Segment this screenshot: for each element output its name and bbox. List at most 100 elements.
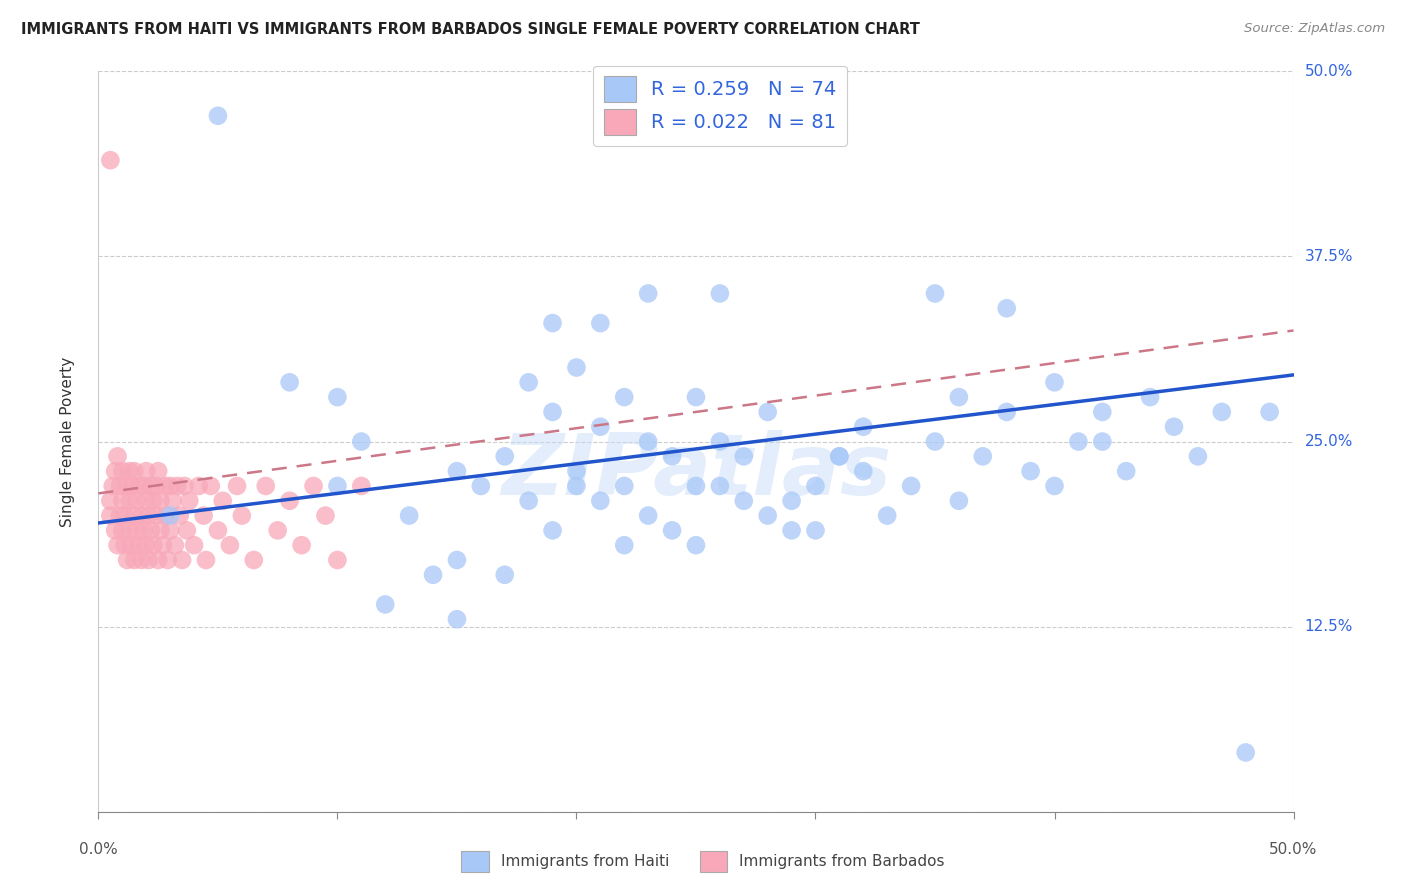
- Point: [315, 508, 337, 523]
- Point: [156, 553, 179, 567]
- Point: [1019, 464, 1042, 478]
- Point: [145, 479, 167, 493]
- Point: [589, 493, 612, 508]
- Point: [121, 479, 143, 493]
- Point: [1115, 464, 1137, 478]
- Point: [995, 301, 1018, 316]
- Point: [637, 286, 659, 301]
- Point: [733, 450, 755, 464]
- Point: [132, 524, 155, 538]
- Point: [494, 450, 516, 464]
- Point: [709, 286, 731, 301]
- Point: [124, 464, 146, 478]
- Point: [152, 538, 174, 552]
- Point: [148, 464, 170, 478]
- Point: [98, 508, 122, 523]
- Point: [226, 479, 249, 493]
- Point: [1091, 405, 1114, 419]
- Text: 0.0%: 0.0%: [79, 842, 118, 857]
- Text: 25.0%: 25.0%: [1305, 434, 1353, 449]
- Point: [121, 538, 143, 552]
- Point: [1043, 479, 1066, 493]
- Point: [142, 538, 165, 552]
- Point: [876, 508, 898, 523]
- Point: [159, 524, 181, 538]
- Point: [948, 493, 970, 508]
- Point: [422, 567, 444, 582]
- Point: [132, 479, 155, 493]
- Point: [350, 479, 373, 493]
- Point: [541, 405, 564, 419]
- Text: 50.0%: 50.0%: [1305, 64, 1353, 78]
- Point: [326, 553, 349, 567]
- Point: [98, 153, 122, 168]
- Point: [115, 553, 138, 567]
- Point: [98, 493, 122, 508]
- Point: [219, 538, 242, 552]
- Point: [207, 109, 229, 123]
- Point: [852, 464, 875, 478]
- Point: [162, 493, 184, 508]
- Point: [1211, 405, 1233, 419]
- Point: [195, 553, 218, 567]
- Point: [494, 567, 516, 582]
- Point: [135, 464, 157, 478]
- Point: [1163, 419, 1185, 434]
- Point: [517, 493, 540, 508]
- Point: [613, 390, 636, 404]
- Y-axis label: Single Female Poverty: Single Female Poverty: [60, 357, 75, 526]
- Point: [243, 553, 266, 567]
- Point: [948, 390, 970, 404]
- Point: [589, 419, 612, 434]
- Point: [709, 479, 731, 493]
- Point: [139, 524, 162, 538]
- Point: [159, 508, 181, 523]
- Point: [900, 479, 922, 493]
- Point: [1043, 376, 1066, 390]
- Point: [637, 508, 659, 523]
- Point: [135, 493, 157, 508]
- Point: [924, 286, 946, 301]
- Point: [125, 524, 148, 538]
- Point: [131, 508, 153, 523]
- Point: [138, 553, 160, 567]
- Point: [104, 464, 127, 478]
- Point: [756, 405, 779, 419]
- Point: [709, 434, 731, 449]
- Point: [200, 479, 222, 493]
- Point: [125, 493, 148, 508]
- Point: [101, 479, 124, 493]
- Point: [107, 538, 129, 552]
- Point: [145, 508, 167, 523]
- Point: [446, 464, 468, 478]
- Point: [446, 553, 468, 567]
- Point: [326, 479, 349, 493]
- Point: [118, 493, 141, 508]
- Point: [111, 493, 134, 508]
- Point: [517, 376, 540, 390]
- Text: 37.5%: 37.5%: [1305, 249, 1353, 264]
- Point: [163, 538, 186, 552]
- Point: [541, 316, 564, 330]
- Point: [972, 450, 994, 464]
- Point: [374, 598, 396, 612]
- Point: [207, 524, 229, 538]
- Point: [565, 464, 588, 478]
- Point: [142, 493, 165, 508]
- Point: [149, 493, 172, 508]
- Point: [1234, 746, 1257, 760]
- Point: [446, 612, 468, 626]
- Point: [172, 553, 194, 567]
- Point: [104, 524, 127, 538]
- Point: [733, 493, 755, 508]
- Point: [148, 553, 170, 567]
- Point: [637, 434, 659, 449]
- Point: [155, 508, 177, 523]
- Point: [278, 376, 301, 390]
- Text: IMMIGRANTS FROM HAITI VS IMMIGRANTS FROM BARBADOS SINGLE FEMALE POVERTY CORRELAT: IMMIGRANTS FROM HAITI VS IMMIGRANTS FROM…: [21, 22, 920, 37]
- Point: [211, 493, 233, 508]
- Point: [108, 479, 131, 493]
- Point: [111, 524, 134, 538]
- Point: [804, 479, 827, 493]
- Point: [685, 538, 707, 552]
